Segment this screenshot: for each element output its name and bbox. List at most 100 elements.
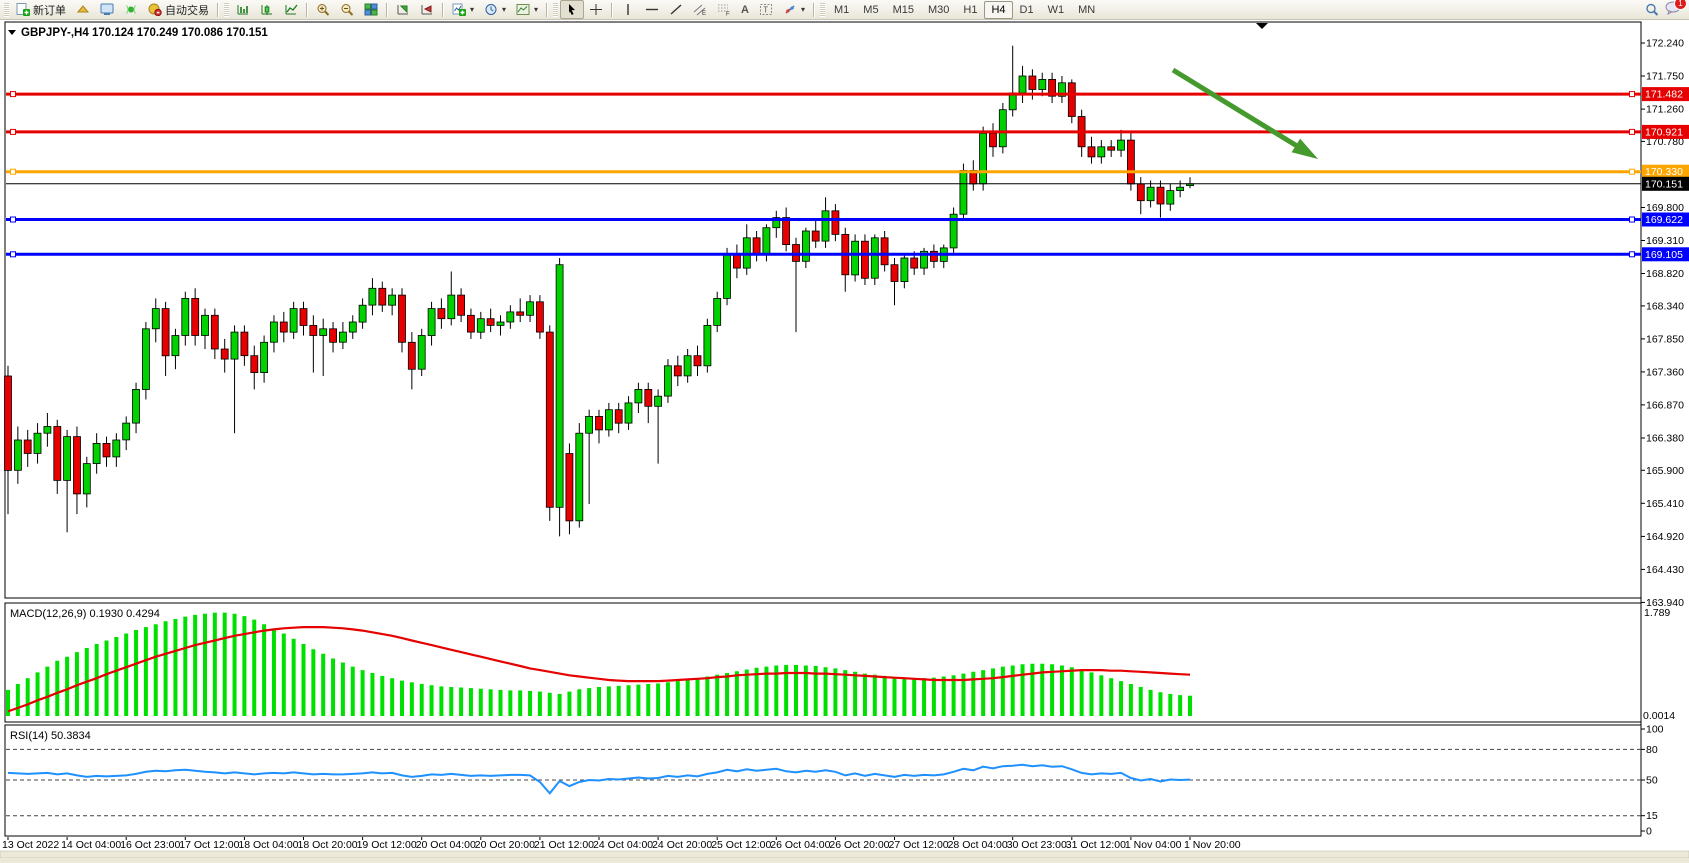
line-anchor[interactable] (10, 216, 16, 223)
strategy-tester-button[interactable] (119, 0, 143, 19)
candle-chart-mode-button[interactable] (255, 0, 279, 19)
rsi-panel[interactable] (4, 724, 1642, 837)
search-icon[interactable] (1645, 3, 1659, 17)
zoom-out-button[interactable] (335, 0, 359, 19)
toolbar-grip[interactable] (224, 2, 229, 17)
templates-button[interactable]: ▾ (511, 0, 543, 19)
channel-tool-button[interactable]: E (688, 0, 712, 19)
candle-body (220, 348, 229, 360)
rsi-axis-label: 80 (1646, 744, 1658, 756)
new-order-button[interactable]: 新订单 (11, 0, 71, 19)
candle-body (279, 321, 288, 333)
label-tool-button[interactable]: T (754, 0, 778, 19)
line-anchor[interactable] (10, 251, 16, 258)
candle-body (1136, 183, 1145, 202)
text-tool-button[interactable]: A (736, 0, 754, 19)
crosshair-tool-button[interactable] (584, 0, 608, 19)
annotation-arrow-head[interactable] (1291, 138, 1318, 159)
timeframe-d1[interactable]: D1 (1019, 3, 1034, 16)
candle-body (466, 314, 475, 333)
price-badge-label: 170.330 (1645, 166, 1683, 178)
svg-text:F: F (726, 12, 730, 17)
price-axis-label: 169.800 (1646, 202, 1684, 214)
macd-panel[interactable] (4, 602, 1642, 723)
notifications-button[interactable]: 1 (1665, 0, 1687, 18)
chart-shift-button[interactable] (391, 0, 415, 19)
candle-body (930, 250, 938, 262)
auto-trading-button[interactable]: 自动交易 (143, 0, 214, 19)
price-badge (1642, 124, 1689, 139)
line-anchor[interactable] (1629, 216, 1635, 223)
terminal-button[interactable] (95, 0, 119, 19)
time-axis-label: 24 Oct 20:00 (652, 839, 712, 851)
fibonacci-tool-button[interactable]: F (712, 0, 736, 19)
candle-body (634, 388, 643, 404)
candle-body (269, 321, 278, 343)
candle-body (250, 355, 259, 374)
line-chart-mode-button[interactable] (279, 0, 303, 19)
line-anchor[interactable] (1629, 251, 1635, 258)
auto-scroll-button[interactable] (415, 0, 439, 19)
candle-body (378, 287, 387, 306)
vline-tool-button[interactable] (616, 0, 640, 19)
chart-window[interactable]: GBPJPY-,H4 170.124 170.249 170.086 170.1… (0, 20, 1689, 859)
tile-windows-button[interactable] (359, 0, 383, 19)
timeframe-h1[interactable]: H1 (963, 3, 978, 16)
hline-tool-button[interactable] (640, 0, 664, 19)
line-anchor[interactable] (1629, 168, 1635, 175)
candle-body (13, 439, 22, 471)
periods-button[interactable]: ▾ (479, 0, 511, 19)
price-badge-label: 170.151 (1645, 178, 1683, 190)
price-axis-label: 172.240 (1646, 38, 1684, 50)
chart-title-triangle-icon[interactable] (8, 30, 16, 35)
candle-body (23, 439, 32, 454)
candle-body (1048, 79, 1056, 97)
price-axis[interactable]: 172.240 171.750 171.260 170.780 169.800 169.3… (1641, 38, 1689, 609)
candle-body (496, 321, 505, 326)
candle-body (1127, 139, 1135, 185)
toolbar-grip[interactable] (553, 2, 559, 17)
candle-body (53, 426, 62, 481)
line-anchor[interactable] (10, 168, 16, 175)
timeframe-m1[interactable]: M1 (834, 3, 850, 16)
time-axis-label: 19 Oct 12:00 (357, 839, 417, 851)
indicators-button[interactable]: ▾ (447, 0, 479, 19)
timeframe-w1[interactable]: W1 (1047, 3, 1065, 16)
candle-body (1038, 79, 1047, 90)
price-axis-label: 167.850 (1646, 333, 1684, 345)
bar-chart-mode-button[interactable] (231, 0, 255, 19)
trendline-tool-button[interactable] (664, 0, 688, 19)
main-price-panel[interactable] (4, 21, 1642, 599)
candle-body (1176, 186, 1184, 191)
crosshair-icon (590, 4, 603, 15)
chevron-down-icon: ▾ (502, 5, 507, 14)
annotation-arrow-shaft[interactable] (1171, 67, 1299, 149)
rsi-axis-label: 100 (1646, 724, 1664, 736)
timeframe-buttons: M1 M5 M15 M30 H1 H4 D1 W1 MN (827, 0, 1102, 19)
line-anchor[interactable] (1629, 91, 1635, 98)
new-order-icon (16, 3, 30, 16)
rsi-label: RSI(14) 50.3834 (10, 730, 91, 742)
line-anchor[interactable] (10, 91, 16, 98)
toolbar-grip[interactable] (4, 2, 9, 17)
rsi-indicator (6, 748, 1641, 817)
timeframe-m30[interactable]: M30 (927, 3, 950, 16)
horizontal-scrollbar[interactable] (0, 850, 1689, 859)
candle-body (526, 301, 534, 316)
cursor-tool-button[interactable] (560, 0, 585, 19)
line-anchor[interactable] (1629, 128, 1635, 135)
candle-body (210, 314, 219, 350)
timeframe-m5[interactable]: M5 (863, 3, 879, 16)
arrows-tool-button[interactable]: ▾ (778, 0, 810, 19)
line-anchor[interactable] (10, 128, 16, 135)
timeframe-mn[interactable]: MN (1078, 3, 1096, 16)
timeframe-m15[interactable]: M15 (892, 3, 914, 16)
toolbar-grip[interactable] (820, 2, 826, 17)
candle-body (811, 230, 820, 242)
candle-body (63, 436, 71, 481)
candle-body (713, 297, 722, 326)
zoom-in-button[interactable] (311, 0, 335, 19)
timeframe-h4[interactable]: H4 (984, 0, 1013, 19)
market-watch-button[interactable] (71, 0, 95, 19)
